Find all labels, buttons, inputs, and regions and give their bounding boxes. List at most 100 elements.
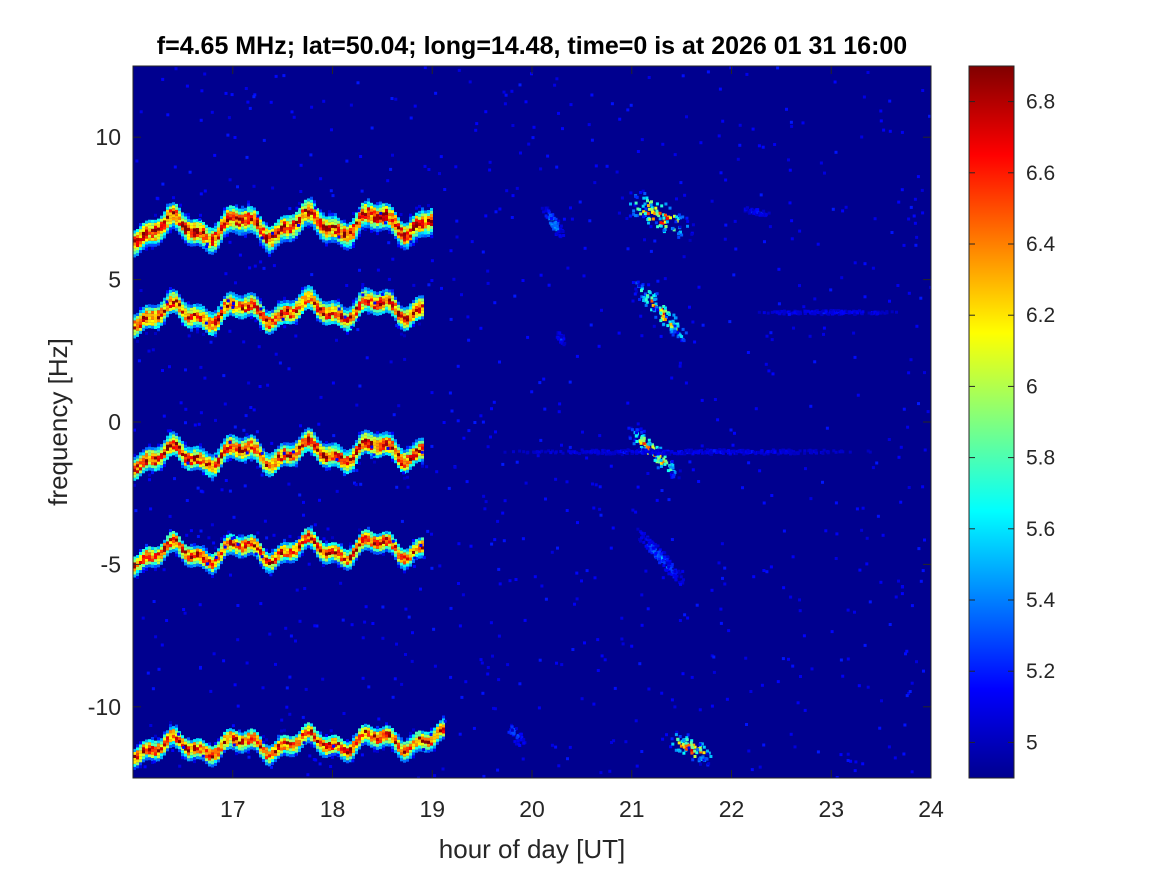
heatmap-cell — [208, 323, 211, 327]
heatmap-cell — [259, 458, 262, 462]
heatmap-cell — [268, 250, 271, 254]
heatmap-cell — [133, 242, 136, 246]
heatmap-cell — [421, 745, 424, 749]
heatmap-cell — [250, 440, 253, 444]
heatmap-cell — [328, 745, 331, 748]
heatmap-cell — [187, 449, 190, 453]
heatmap-cell — [385, 202, 388, 206]
heatmap-cell — [313, 540, 316, 544]
heatmap-cell — [265, 756, 268, 760]
heatmap-cell — [567, 449, 571, 453]
heatmap-cell — [217, 747, 220, 751]
heatmap-cell — [295, 464, 298, 468]
heatmap-cell — [346, 745, 349, 749]
heatmap-cell — [154, 556, 157, 560]
heatmap-cell — [406, 740, 409, 744]
heatmap-cell — [283, 541, 286, 545]
heatmap-cell — [274, 467, 277, 471]
heatmap-cell — [220, 464, 223, 468]
heatmap-cell — [175, 215, 178, 219]
heatmap-cell — [277, 743, 280, 747]
heatmap-cell — [678, 225, 682, 229]
heatmap-cell — [331, 312, 334, 316]
heatmap-cell — [295, 297, 298, 301]
heatmap-cell — [364, 738, 367, 742]
heatmap-cell — [388, 543, 391, 547]
heatmap-cell — [268, 456, 271, 460]
heatmap-cell — [178, 207, 181, 211]
heatmap-cell — [253, 747, 256, 751]
heatmap-cell — [671, 319, 675, 323]
heatmap-cell — [403, 464, 406, 468]
heatmap-cell — [640, 295, 644, 299]
heatmap-cell — [307, 201, 310, 205]
heatmap-cell — [349, 557, 352, 561]
heatmap-cell — [205, 233, 208, 237]
heatmap-cell — [190, 231, 193, 235]
heatmap-cell — [160, 738, 163, 742]
heatmap-cell — [676, 324, 680, 328]
heatmap-cell — [412, 305, 415, 309]
heatmap-cell — [343, 741, 346, 745]
heatmap-cell — [289, 548, 292, 552]
heatmap-cell — [358, 298, 361, 302]
heatmap-cell — [591, 450, 595, 454]
heatmap-cell — [355, 440, 358, 443]
heatmap-cell — [169, 721, 172, 725]
heatmap-cell — [316, 318, 319, 322]
heatmap-cell — [229, 229, 232, 233]
heatmap-cell — [316, 232, 319, 236]
heatmap-cell — [136, 229, 139, 232]
heatmap-cell — [142, 449, 145, 453]
heatmap-cell — [154, 746, 157, 750]
heatmap-cell — [406, 315, 409, 319]
heatmap-cell — [148, 237, 151, 241]
heatmap-cell — [379, 306, 382, 310]
heatmap-cell — [199, 467, 202, 471]
heatmap-cell — [364, 215, 367, 219]
heatmap-cell — [160, 236, 163, 240]
heatmap-cell — [145, 304, 148, 308]
heatmap-cell — [166, 224, 169, 228]
heatmap-cell — [361, 285, 364, 289]
heatmap-cell — [175, 221, 178, 225]
heatmap-cell — [304, 723, 307, 727]
heatmap-cell — [289, 306, 292, 310]
heatmap-cell — [391, 231, 394, 235]
heatmap-cell — [160, 753, 163, 757]
heatmap-cell — [589, 450, 593, 454]
heatmap-cell — [280, 225, 283, 229]
heatmap-cell — [145, 543, 148, 547]
heatmap-cell — [403, 241, 406, 245]
heatmap-cell — [151, 319, 154, 323]
heatmap-cell — [190, 755, 193, 759]
heatmap-cell — [298, 315, 301, 319]
heatmap-cell — [160, 555, 163, 559]
heatmap-cell — [325, 313, 328, 317]
heatmap-cell — [211, 478, 214, 482]
heatmap-cell — [373, 207, 376, 211]
heatmap-cell — [687, 743, 691, 747]
heatmap-cell — [265, 240, 268, 244]
heatmap-cell — [259, 322, 262, 326]
heatmap-cell — [397, 736, 400, 740]
heatmap-cell — [193, 461, 196, 465]
heatmap-cell — [322, 227, 325, 231]
heatmap-cell — [403, 756, 406, 760]
heatmap-cell — [642, 295, 646, 299]
heatmap-cell — [316, 539, 319, 543]
heatmap-cell — [845, 310, 849, 314]
heatmap-cell — [241, 534, 244, 538]
heatmap-cell — [682, 751, 686, 755]
heatmap-cell — [274, 327, 277, 331]
heatmap-cell — [280, 461, 283, 465]
heatmap-cell — [298, 201, 301, 205]
heatmap-cell — [367, 290, 370, 294]
heatmap-cell — [510, 725, 514, 729]
heatmap-cell — [199, 738, 202, 742]
heatmap-cell — [815, 309, 819, 313]
heatmap-cell — [307, 436, 310, 440]
heatmap-cell — [331, 303, 334, 307]
heatmap-cell — [409, 554, 412, 558]
heatmap-cell — [620, 196, 624, 200]
